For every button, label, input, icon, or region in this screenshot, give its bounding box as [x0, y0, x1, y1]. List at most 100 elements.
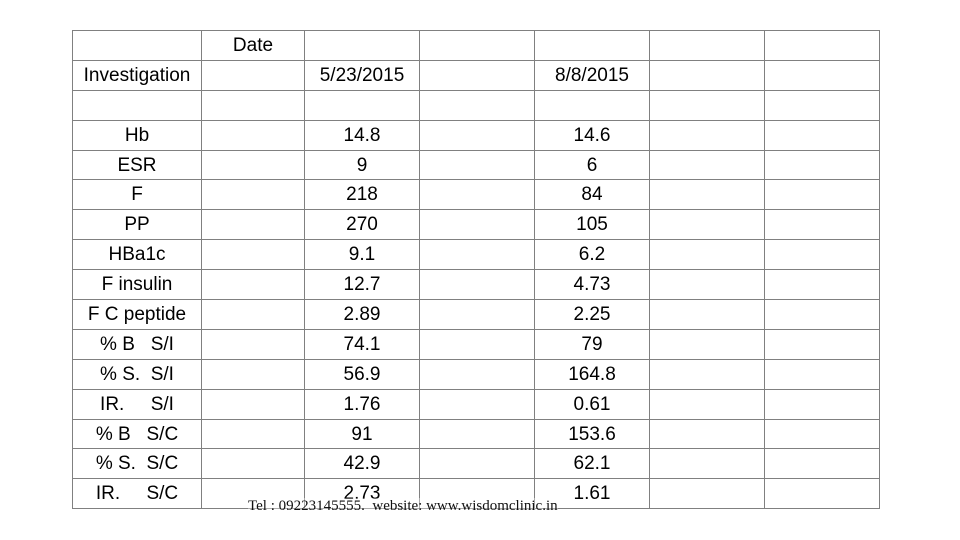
cell: [649, 299, 765, 330]
value-date-2: 105: [534, 209, 650, 241]
value-date-1: 270: [304, 209, 420, 241]
cell: [419, 209, 535, 241]
value-date-2: 14.6: [534, 119, 650, 151]
investigation-name: PP: [72, 209, 202, 241]
investigation-name: HBa1c: [72, 239, 202, 271]
cell: [764, 478, 880, 510]
cell: [419, 448, 535, 480]
cell: [764, 89, 880, 121]
cell: [201, 149, 305, 181]
investigation-name: F: [72, 179, 202, 211]
cell: [649, 30, 765, 61]
cell: [419, 30, 535, 61]
cell: [201, 448, 305, 480]
cell: [419, 59, 535, 91]
investigation-table: Date Investigation 5/23/2015 8/8/2015 Hb…: [72, 30, 880, 510]
cell: [419, 388, 535, 420]
investigation-name: IR. S/I: [72, 388, 202, 420]
value-date-1: 9: [304, 149, 420, 181]
investigation-name: % B S/I: [72, 328, 202, 360]
table-row: F insulin 12.7 4.73: [72, 269, 880, 301]
investigation-name: F C peptide: [72, 299, 202, 330]
value-date-1: 1.76: [304, 388, 420, 420]
value-date-2: 2.25: [534, 299, 650, 330]
cell: [649, 388, 765, 420]
cell: [419, 328, 535, 360]
table-row: % S. S/C 42.9 62.1: [72, 448, 880, 480]
investigation-name: F insulin: [72, 269, 202, 301]
cell: [649, 448, 765, 480]
investigation-name: % S. S/C: [72, 448, 202, 480]
value-date-1: 2.89: [304, 299, 420, 330]
value-date-1: 56.9: [304, 358, 420, 390]
value-date-2: 4.73: [534, 269, 650, 301]
cell: [201, 269, 305, 301]
cell: [72, 89, 202, 121]
value-date-2: 6.2: [534, 239, 650, 271]
cell: [419, 478, 535, 510]
footer-contact: Tel : 09223145555. website: www.wisdomcl…: [248, 498, 558, 515]
cell: [649, 478, 765, 510]
cell: [764, 269, 880, 301]
cell: [419, 119, 535, 151]
cell: [419, 358, 535, 390]
cell: [201, 209, 305, 241]
table-row: IR. S/I 1.76 0.61: [72, 388, 880, 420]
value-date-2: 84: [534, 179, 650, 211]
table-body: Date Investigation 5/23/2015 8/8/2015 Hb…: [72, 30, 880, 510]
cell: [534, 30, 650, 61]
cell: [649, 149, 765, 181]
value-date-1: 218: [304, 179, 420, 211]
cell: [419, 239, 535, 271]
cell: [201, 179, 305, 211]
date-label: Date: [201, 30, 305, 61]
cell: [72, 30, 202, 61]
cell: [201, 478, 305, 510]
cell: [764, 179, 880, 211]
cell: [419, 269, 535, 301]
table-row: F C peptide 2.89 2.25: [72, 299, 880, 330]
investigation-name: IR. S/C: [72, 478, 202, 510]
cell: [419, 179, 535, 211]
cell: [764, 59, 880, 91]
value-date-1: 42.9: [304, 448, 420, 480]
cell: [419, 149, 535, 181]
cell: [764, 119, 880, 151]
cell: [649, 209, 765, 241]
table-row: F 218 84: [72, 179, 880, 211]
cell: [764, 149, 880, 181]
value-date-2: 153.6: [534, 418, 650, 450]
cell: [764, 358, 880, 390]
value-date-1: 74.1: [304, 328, 420, 360]
value-date-1: 14.8: [304, 119, 420, 151]
cell: [764, 209, 880, 241]
cell: [201, 358, 305, 390]
cell: [201, 299, 305, 330]
cell: [201, 59, 305, 91]
cell: [419, 299, 535, 330]
value-date-2: 6: [534, 149, 650, 181]
cell: [201, 239, 305, 271]
cell: [649, 119, 765, 151]
cell: [304, 89, 420, 121]
cell: [764, 328, 880, 360]
cell: [649, 418, 765, 450]
header-row-date: Date: [72, 30, 880, 61]
date-2: 8/8/2015: [534, 59, 650, 91]
investigation-name: % B S/C: [72, 418, 202, 450]
cell: [649, 239, 765, 271]
cell: [764, 239, 880, 271]
cell: [649, 358, 765, 390]
table-row: IR. S/C 2.73 1.61: [72, 478, 880, 510]
cell: [201, 388, 305, 420]
cell: [649, 179, 765, 211]
cell: [764, 299, 880, 330]
cell: [201, 328, 305, 360]
cell: [649, 59, 765, 91]
cell: [534, 89, 650, 121]
value-date-1: 9.1: [304, 239, 420, 271]
cell: [764, 418, 880, 450]
table-row: HBa1c 9.1 6.2: [72, 239, 880, 271]
spacer-row: [72, 89, 880, 121]
header-row-investigation: Investigation 5/23/2015 8/8/2015: [72, 59, 880, 91]
